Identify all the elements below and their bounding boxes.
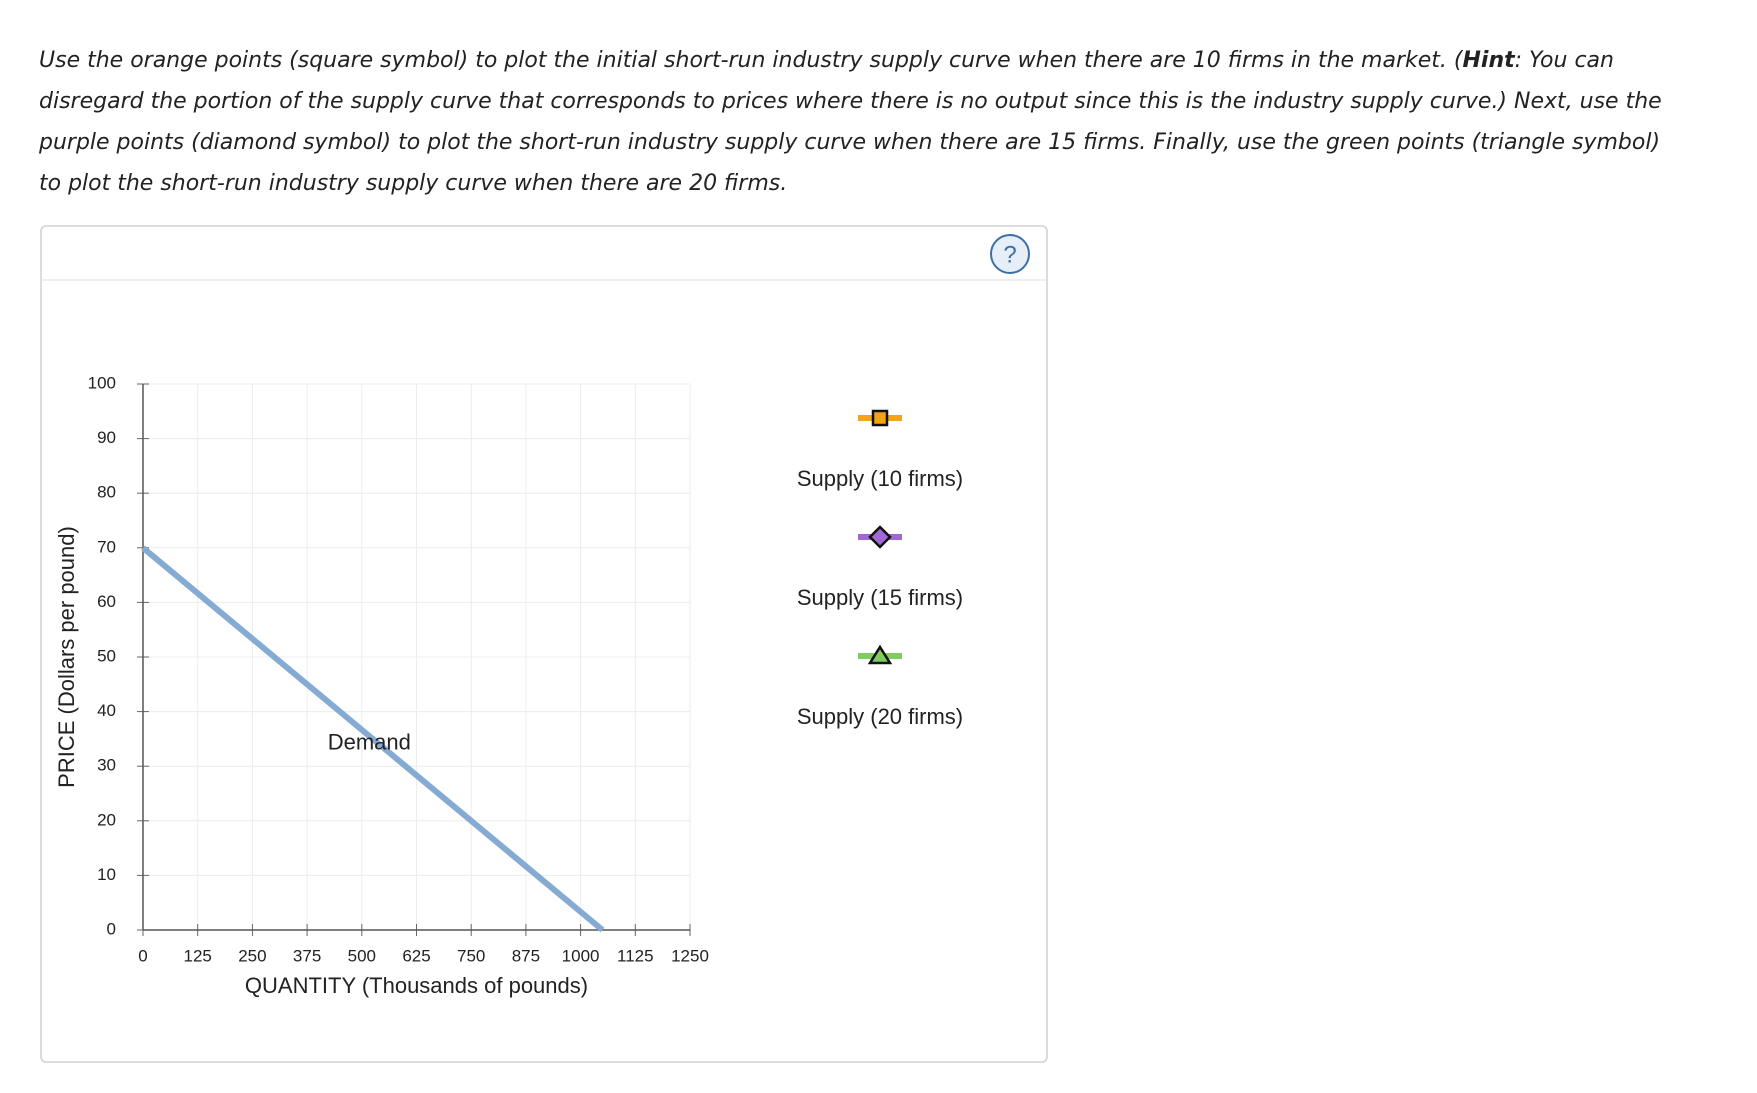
curve-label: Demand (328, 730, 411, 755)
x-tick-label: 1125 (617, 946, 654, 965)
y-tick-label: 80 (97, 483, 116, 502)
instruction-text: : You can disregard the portion of the s… (39, 48, 1662, 196)
y-tick-label: 70 (97, 537, 116, 556)
legend-label: Supply (10 firms) (797, 466, 963, 491)
instruction-text: Use the orange points (square symbol) to… (39, 48, 1463, 73)
x-tick-label: 1250 (671, 946, 709, 965)
y-tick-label: 30 (97, 756, 116, 775)
panel (40, 225, 1048, 1063)
y-tick-label: 60 (97, 592, 116, 611)
help-button[interactable] (990, 234, 1030, 274)
y-tick-label: 20 (97, 810, 116, 829)
legend-symbol (868, 525, 892, 549)
y-tick-label: 100 (88, 373, 116, 392)
y-tick-label: 50 (97, 646, 116, 665)
y-tick-label: 40 (97, 701, 116, 720)
x-axis-label: QUANTITY (Thousands of pounds) (245, 973, 588, 998)
x-tick-label: 0 (138, 946, 147, 965)
y-axis-label: PRICE (Dollars per pound) (54, 526, 79, 788)
x-tick-label: 125 (184, 946, 212, 965)
legend-label: Supply (20 firms) (797, 704, 963, 729)
x-tick-label: 500 (348, 946, 376, 965)
x-tick-label: 375 (293, 946, 321, 965)
x-tick-label: 1000 (562, 946, 600, 965)
x-tick-label: 250 (238, 946, 266, 965)
legend-label: Supply (15 firms) (797, 585, 963, 610)
x-tick-label: 625 (402, 946, 430, 965)
legend-symbol (867, 644, 893, 665)
help-icon[interactable]: ? (1003, 241, 1016, 268)
x-tick-label: 875 (512, 946, 540, 965)
y-tick-label: 0 (107, 919, 116, 938)
hint: Hint (1462, 48, 1515, 73)
legend-symbol (871, 409, 889, 427)
instructions: Use the orange points (square symbol) to… (39, 40, 1679, 204)
y-tick-label: 10 (97, 865, 116, 884)
x-tick-label: 750 (457, 946, 485, 965)
demand-line (141, 545, 605, 933)
y-tick-label: 90 (97, 428, 116, 447)
